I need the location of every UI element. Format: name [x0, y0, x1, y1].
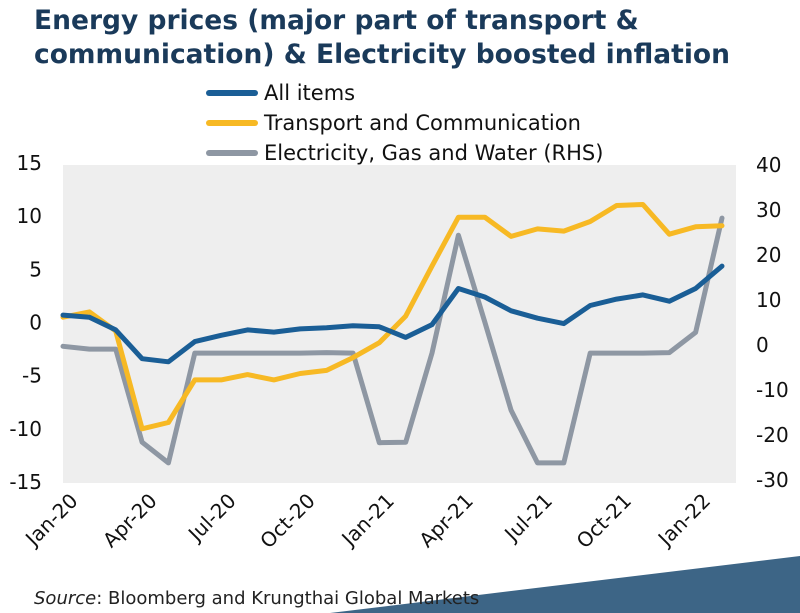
legend-swatch-all-items [206, 90, 258, 96]
legend-swatch-electricity [206, 150, 258, 156]
right-tick-label: -20 [756, 423, 789, 447]
right-tick-label: 30 [756, 198, 781, 222]
left-tick-label: -15 [9, 470, 42, 494]
x-tick-label: Apr-21 [414, 489, 478, 553]
legend-item-electricity: Electricity, Gas and Water (RHS) [206, 138, 603, 168]
left-tick-label: -10 [9, 417, 42, 441]
left-tick-label: 10 [17, 204, 42, 228]
right-tick-label: 0 [756, 333, 769, 357]
left-tick-label: 15 [17, 151, 42, 175]
series-line-transport [60, 202, 725, 432]
left-tick-label: -5 [22, 364, 42, 388]
x-tick-label: Oct-21 [572, 489, 637, 554]
legend-label-all-items: All items [264, 81, 356, 105]
source-label: Source [34, 588, 97, 609]
left-tick-label: 5 [29, 257, 42, 281]
right-tick-label: 10 [756, 288, 781, 312]
corner-band [330, 556, 800, 613]
x-tick-label: Apr-20 [98, 489, 162, 553]
right-tick-label: -10 [756, 378, 789, 402]
legend-label-transport: Transport and Communication [264, 111, 581, 135]
series-line-all-items [60, 263, 725, 365]
source-text: : Bloomberg and Krungthai Global Markets [96, 588, 480, 609]
chart-title-line2: communication) & Electricity boosted inf… [34, 39, 730, 70]
x-tick-label: Jul-20 [182, 489, 241, 548]
left-tick-label: 0 [29, 311, 42, 335]
right-tick-label: 20 [756, 243, 781, 267]
left-axis: 15 10 5 0 -5 -10 -15 [9, 151, 42, 494]
right-tick-label: 40 [756, 153, 781, 177]
x-tick-label: Jan-21 [336, 489, 399, 552]
chart-title-line1: Energy prices (major part of transport & [34, 5, 639, 36]
right-axis: 40 30 20 10 0 -10 -20 -30 [756, 153, 789, 492]
legend: All items Transport and Communication El… [206, 78, 603, 168]
source-note: Source: Bloomberg and Krungthai Global M… [34, 588, 479, 609]
series-line-electricity [60, 215, 725, 466]
x-tick-label: Jan-22 [652, 489, 715, 552]
x-tick-label: Jan-20 [19, 489, 82, 552]
legend-item-all-items: All items [206, 78, 603, 108]
x-axis: Jan-20 Apr-20 Jul-20 Oct-20 Jan-21 Apr-21 Jul-… [19, 489, 715, 554]
legend-item-transport: Transport and Communication [206, 108, 603, 138]
x-tick-label: Oct-20 [255, 489, 320, 554]
right-tick-label: -30 [756, 468, 789, 492]
legend-label-electricity: Electricity, Gas and Water (RHS) [264, 141, 604, 165]
series-lines [60, 202, 725, 466]
legend-swatch-transport [206, 120, 258, 126]
chart-title: Energy prices (major part of transport &… [34, 4, 794, 72]
x-tick-label: Jul-21 [498, 489, 557, 548]
